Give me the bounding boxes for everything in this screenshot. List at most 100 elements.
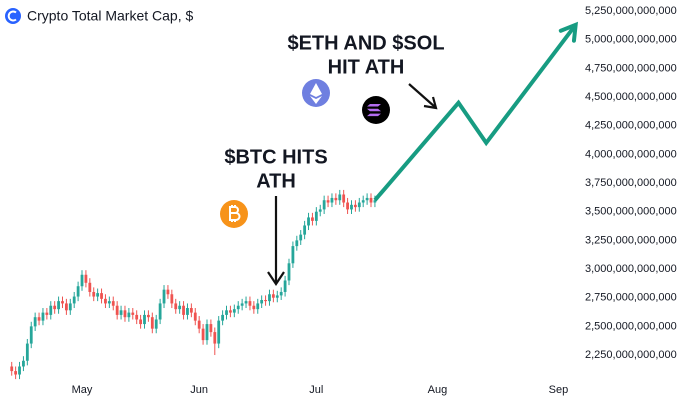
eth-icon [302,79,330,107]
candle-body [92,291,96,297]
candle-body [182,305,185,315]
candle-body [268,294,271,302]
candle-body [330,197,334,203]
candle-body [135,314,139,320]
candle-body [221,314,225,321]
candle-body [37,317,41,321]
candle-body [178,305,182,310]
btc-icon [220,200,248,228]
candle-body [170,294,174,304]
candle-body [22,360,25,367]
candle-body [346,202,349,210]
candle-body [147,314,150,318]
x-tick-label: Aug [428,384,448,396]
candle-body [107,301,111,304]
candle-body [25,343,29,361]
candle-body [279,291,283,296]
candle-body [49,305,53,315]
annotation: $BTC HITS [224,146,327,168]
candle-body [41,312,45,321]
candle-body [166,289,170,295]
candle-body [127,312,131,318]
candle-body [96,293,100,297]
candle-body [225,310,228,315]
candle-body [143,314,146,325]
candle-body [205,324,209,341]
candle-body [217,320,221,344]
candle-body [57,301,60,310]
candle-body [100,293,103,299]
candle-body [342,194,346,203]
candle-body [256,303,260,310]
candle-body [18,366,21,375]
candle-body [283,280,287,292]
candle-body [291,246,295,264]
x-tick-label: Jun [190,384,208,396]
candle-body [131,312,135,315]
y-tick-label: 2,250,000,000,000 [585,349,677,361]
candle-body [115,305,119,315]
candle-body [264,299,267,302]
candle-body [193,312,197,321]
candle-body [14,371,18,375]
projection-line [373,23,578,202]
y-tick-label: 3,500,000,000,000 [585,206,677,218]
candle-body [287,263,291,281]
y-tick-label: 3,750,000,000,000 [585,177,677,189]
chart-title: Crypto Total Market Cap, $ [27,8,193,24]
y-tick-label: 5,000,000,000,000 [585,34,677,46]
candle-body [373,200,377,203]
y-tick-label: 4,500,000,000,000 [585,91,677,103]
candle-body [88,282,92,292]
candle-body [186,308,189,315]
candle-body [80,274,84,287]
candle-body [314,211,318,221]
sol-icon [362,96,390,124]
candle-body [260,299,264,304]
x-tick-label: Sep [549,384,569,396]
candle-body [123,310,127,318]
candle-body [33,317,37,327]
y-tick-label: 3,000,000,000,000 [585,263,677,275]
x-tick-label: Jul [309,384,323,396]
candle-body [72,296,76,304]
candle-body [189,308,193,313]
candle-body [154,319,158,329]
candle-body [248,301,252,306]
candle-body [197,320,201,329]
candle-body [240,303,244,306]
candle-body [322,200,326,210]
candle-body [119,310,123,315]
candle-body [350,204,353,210]
y-tick-label: 2,750,000,000,000 [585,292,677,304]
y-tick-label: 4,000,000,000,000 [585,148,677,160]
candle-body [334,197,338,201]
candle-body [174,303,178,310]
candle-body [29,326,33,344]
candle-body [369,197,373,203]
candle-body [150,317,154,329]
x-tick-label: May [72,384,93,396]
y-tick-label: 5,250,000,000,000 [585,5,677,17]
candle-body [311,217,314,221]
candle-body [295,240,299,247]
candle-body [326,200,330,203]
candle-body [111,301,115,306]
candle-body [236,305,240,310]
annotation: ATH [256,170,296,192]
candle-body [45,312,49,315]
candle-body [61,301,64,304]
y-tick-label: 2,500,000,000,000 [585,320,677,332]
candle-body [232,309,236,313]
arrow-head [558,21,578,43]
candle-body [10,366,14,372]
candle-body [353,204,357,208]
candle-body [299,234,303,241]
candle-body [213,332,217,344]
candle-body [361,200,365,203]
candle-body [365,197,369,201]
y-tick-label: 4,250,000,000,000 [585,120,677,132]
candle-body [318,209,322,212]
candle-body [338,194,342,201]
